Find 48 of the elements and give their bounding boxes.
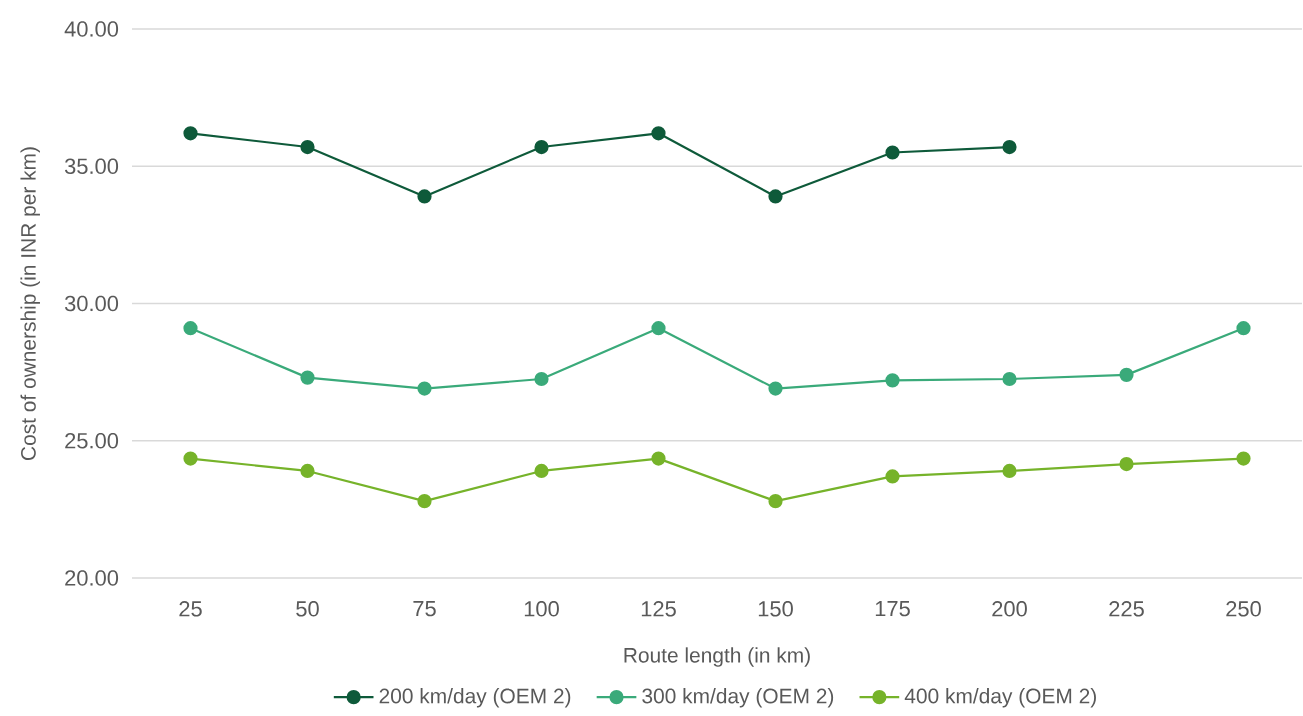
point [1119, 367, 1134, 382]
point [300, 139, 315, 155]
x-tick-label: 250 [1226, 601, 1261, 617]
x-tick-label: 100 [524, 601, 559, 617]
point [534, 139, 549, 155]
x-tick-label: 125 [641, 601, 676, 617]
point [534, 463, 549, 479]
point [183, 451, 198, 466]
x-tick-label: 225 [1109, 601, 1144, 617]
point [417, 494, 432, 509]
point [651, 451, 666, 466]
point [1002, 371, 1017, 387]
point [768, 494, 783, 509]
point [768, 189, 783, 204]
x-tick-label: 150 [758, 601, 793, 617]
legend-label: 400 km/day (OEM 2) [904, 688, 1096, 708]
point [534, 371, 549, 387]
point [1002, 463, 1017, 479]
point [885, 373, 900, 388]
point [183, 321, 198, 336]
point [1119, 456, 1134, 472]
point [651, 321, 666, 336]
x-tick-label: 175 [875, 601, 910, 617]
point [885, 145, 900, 160]
point [1236, 321, 1251, 336]
y-axis-title: Cost of ownership (in INR per km) [20, 147, 40, 460]
legend-label: 300 km/day (OEM 2) [642, 688, 834, 708]
legend-label: 200 km/day (OEM 2) [379, 688, 571, 708]
point [768, 381, 783, 396]
y-tick-label: 25.00 [65, 433, 119, 449]
y-tick-label: 20.00 [65, 570, 119, 586]
y-tick-label: 30.00 [64, 295, 119, 312]
x-tick-label: 200 [992, 601, 1027, 617]
x-axis-title: Route length (in km) [624, 647, 810, 667]
x-tick-label: 75 [413, 601, 436, 617]
point [300, 370, 315, 385]
point [417, 189, 432, 204]
y-tick-label: 40.00 [64, 21, 119, 37]
point [300, 463, 315, 479]
x-tick-label: 25 [179, 601, 202, 617]
point [651, 126, 666, 141]
x-tick-label: 50 [296, 601, 319, 617]
point [1236, 451, 1251, 466]
point [183, 126, 198, 141]
point [417, 381, 432, 396]
point [1002, 139, 1017, 155]
y-tick-label: 35.00 [64, 158, 119, 175]
point [885, 469, 900, 484]
